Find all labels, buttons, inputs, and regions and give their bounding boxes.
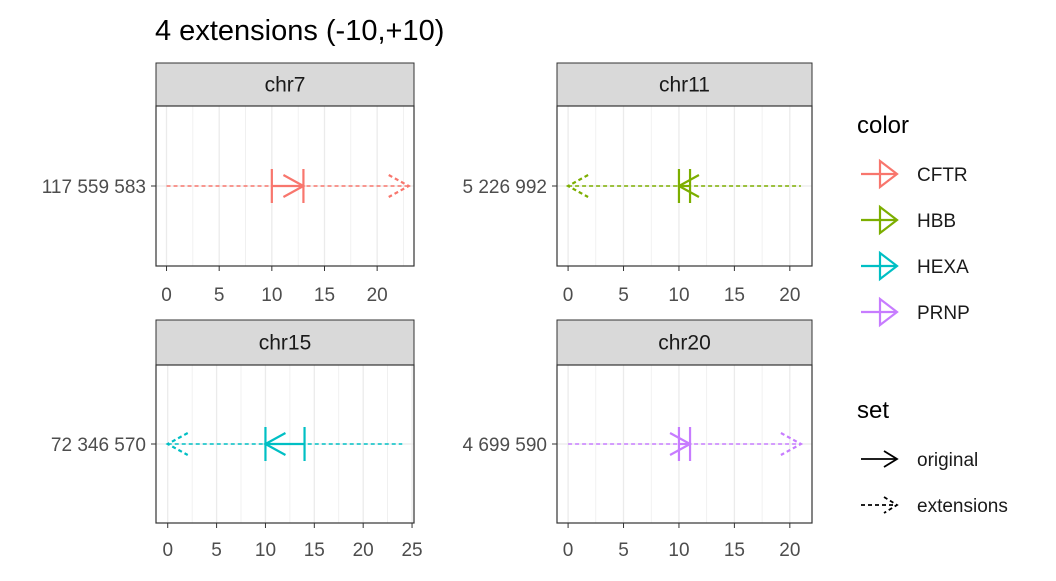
facet-strip bbox=[155, 319, 415, 366]
original-arrowhead bbox=[263, 432, 286, 456]
legend-item-hexa: HEXA bbox=[861, 250, 969, 282]
x-tick-label: 15 bbox=[724, 540, 745, 561]
legend-item-original: original bbox=[861, 450, 978, 471]
facet-strip-label: chr11 bbox=[659, 74, 710, 97]
extension-arrowhead bbox=[780, 432, 804, 456]
x-tick-label: 15 bbox=[724, 285, 745, 306]
y-tick-label: 5 226 992 bbox=[462, 177, 547, 198]
facet-chr7: chr7 0 5 10 15 20 117 559 583 bbox=[42, 62, 415, 306]
x-tick-label: 20 bbox=[367, 285, 388, 306]
legend-label: extensions bbox=[917, 496, 1008, 517]
legend-key-arrowhead bbox=[878, 204, 899, 236]
legend-label: HBB bbox=[917, 211, 956, 232]
x-tick-label: 0 bbox=[563, 540, 574, 561]
x-tick-label: 25 bbox=[401, 540, 422, 561]
extension-arrowhead bbox=[565, 174, 589, 198]
x-tick-label: 5 bbox=[214, 285, 225, 306]
x-tick-label: 5 bbox=[618, 540, 629, 561]
legend-key-arrowhead bbox=[883, 450, 899, 468]
x-tick-label: 15 bbox=[314, 285, 335, 306]
y-tick-label: 72 346 570 bbox=[51, 435, 146, 456]
x-tick-label: 0 bbox=[161, 285, 172, 306]
facet-strip bbox=[556, 319, 813, 366]
legend-item-hbb: HBB bbox=[861, 204, 956, 236]
facet-strip bbox=[556, 62, 813, 107]
extension-arrowhead bbox=[165, 432, 189, 456]
legend-item-prnp: PRNP bbox=[861, 296, 970, 328]
x-tick-label: 20 bbox=[779, 285, 800, 306]
extension-arrowhead bbox=[388, 174, 412, 198]
original-arrowhead bbox=[676, 174, 700, 198]
x-tick-label: 15 bbox=[304, 540, 325, 561]
x-tick-label: 5 bbox=[618, 285, 629, 306]
legend-key-arrowhead bbox=[878, 158, 899, 190]
x-tick-label: 0 bbox=[563, 285, 574, 306]
facet-strip-label: chr20 bbox=[658, 332, 711, 355]
original-arrowhead bbox=[282, 174, 306, 198]
facet-strip bbox=[155, 62, 415, 107]
legend-label: CFTR bbox=[917, 165, 968, 186]
legend-label: HEXA bbox=[917, 257, 969, 278]
x-tick-label: 20 bbox=[353, 540, 374, 561]
facet-strip-label: chr15 bbox=[259, 332, 312, 355]
legend-set-title: set bbox=[857, 397, 889, 424]
original-arrowhead bbox=[669, 432, 693, 456]
facet-strip-label: chr7 bbox=[265, 74, 306, 97]
legend-key-arrowhead bbox=[878, 250, 899, 282]
y-tick-label: 117 559 583 bbox=[42, 177, 146, 198]
x-tick-label: 10 bbox=[668, 285, 689, 306]
chart-title: 4 extensions (-10,+10) bbox=[155, 15, 444, 47]
legend-item-extensions: extensions bbox=[861, 496, 1008, 517]
legend-color-title: color bbox=[857, 112, 909, 139]
legend-label: PRNP bbox=[917, 303, 970, 324]
x-tick-label: 20 bbox=[779, 540, 800, 561]
x-tick-label: 10 bbox=[255, 540, 276, 561]
x-tick-label: 10 bbox=[261, 285, 282, 306]
x-tick-label: 5 bbox=[211, 540, 222, 561]
x-tick-label: 10 bbox=[668, 540, 689, 561]
facet-chr20: chr20 0 5 10 15 20 4 699 590 bbox=[462, 319, 813, 561]
legend-key-arrowhead bbox=[878, 296, 899, 328]
facet-chr11: chr11 0 5 10 15 20 5 226 992 bbox=[462, 62, 813, 306]
facet-chr15: chr15 0 5 10 15 20 25 72 346 570 bbox=[51, 319, 423, 561]
legend-key-arrowhead bbox=[883, 496, 899, 514]
y-tick-label: 4 699 590 bbox=[462, 435, 547, 456]
legend-label: original bbox=[917, 450, 978, 471]
x-tick-label: 0 bbox=[162, 540, 173, 561]
legend-item-cftr: CFTR bbox=[861, 158, 968, 190]
